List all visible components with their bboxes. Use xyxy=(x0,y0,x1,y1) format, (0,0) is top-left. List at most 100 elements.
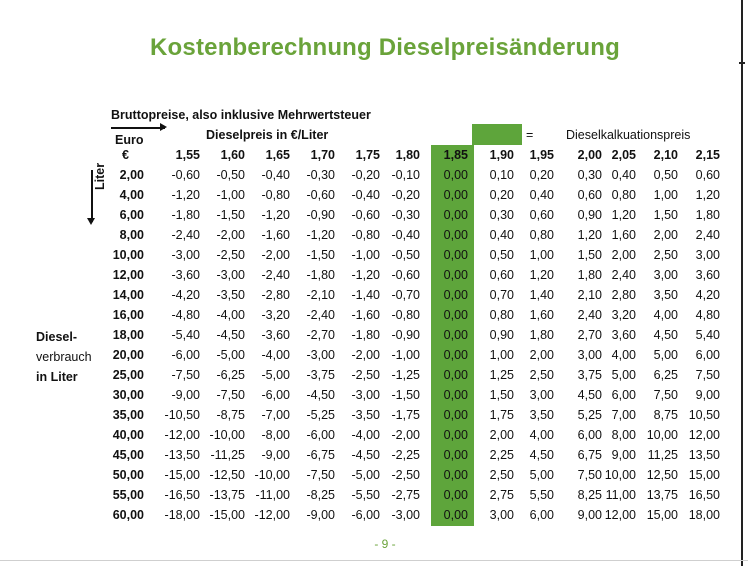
cost-cell: -12,50 xyxy=(209,468,245,482)
cost-cell: -9,00 xyxy=(261,448,291,462)
cost-cell: 1,80 xyxy=(577,268,602,282)
cost-cell: -15,00 xyxy=(209,508,245,522)
cost-cell: -0,90 xyxy=(391,328,421,342)
header-corner xyxy=(104,145,150,165)
cost-cell: -13,75 xyxy=(209,488,245,502)
cost-cell: -1,50 xyxy=(391,388,421,402)
cost-cell: -13,50 xyxy=(164,448,200,462)
cost-cell: -0,60 xyxy=(171,168,201,182)
cost-cell: -3,00 xyxy=(351,388,381,402)
cost-cell: -2,50 xyxy=(391,468,421,482)
liter-row-label: 20,00 xyxy=(112,348,144,362)
cost-cell: -8,75 xyxy=(216,408,246,422)
liter-row-label: 14,00 xyxy=(112,288,144,302)
table-row: 12,00 -3,60 -3,00 -2,40 -1,80 -1,20 -0,60 0,00 0… xyxy=(104,265,722,285)
liter-row-label: 50,00 xyxy=(112,468,144,482)
table-row: 40,00 -12,00 -10,00 -8,00 -6,00 -4,00 -2,00 0,0… xyxy=(104,425,722,445)
table-row: 2,00 -0,60 -0,50 -0,40 -0,30 -0,20 -0,10 0,00 0,… xyxy=(104,165,722,185)
cost-cell: -5,25 xyxy=(306,408,336,422)
cost-cell: 1,80 xyxy=(695,208,720,222)
cost-cell: 0,50 xyxy=(489,248,514,262)
liter-row-label: 18,00 xyxy=(112,328,144,342)
cost-cell: 6,00 xyxy=(577,428,602,442)
cost-cell: -4,00 xyxy=(351,428,381,442)
cost-cell: -2,50 xyxy=(216,248,246,262)
cost-cell: -1,60 xyxy=(351,308,381,322)
cost-cell: 5,00 xyxy=(653,348,678,362)
table-row: 50,00 -15,00 -12,50 -10,00 -7,50 -5,00 -2,50 0,… xyxy=(104,465,722,485)
cost-cell: -1,40 xyxy=(351,288,381,302)
cost-cell: 2,75 xyxy=(489,488,514,502)
cost-cell: -0,40 xyxy=(391,228,421,242)
legend-equals: = xyxy=(526,128,534,142)
cost-cell: 5,50 xyxy=(529,488,554,502)
legend-text: Dieselkalkuationspreis xyxy=(566,128,691,142)
cost-cell: -3,60 xyxy=(261,328,291,342)
cost-cell: 0,00 xyxy=(443,168,468,182)
cost-cell: 2,00 xyxy=(611,248,636,262)
cost-cell: 0,40 xyxy=(529,188,554,202)
cost-cell: 16,50 xyxy=(688,488,720,502)
cost-cell: 8,75 xyxy=(653,408,678,422)
cost-cell: -1,80 xyxy=(306,268,336,282)
cost-cell: 4,00 xyxy=(653,308,678,322)
table-row: 20,00 -6,00 -5,00 -4,00 -3,00 -2,00 -1,00 0,00 1… xyxy=(104,345,722,365)
cost-cell: -0,20 xyxy=(351,168,381,182)
cost-cell: 7,00 xyxy=(611,408,636,422)
liter-row-label: 60,00 xyxy=(112,508,144,522)
cost-cell: -3,60 xyxy=(171,268,201,282)
cost-cell: 3,00 xyxy=(653,268,678,282)
liter-row-label: 55,00 xyxy=(112,488,144,502)
cost-cell: -0,90 xyxy=(306,208,336,222)
cost-cell: -2,25 xyxy=(391,448,421,462)
cost-cell: -6,25 xyxy=(216,368,246,382)
cost-cell: 1,20 xyxy=(529,268,554,282)
liter-row-label: 4,00 xyxy=(119,188,144,202)
price-header-cell: 1,60 xyxy=(220,148,245,162)
cost-cell: -1,80 xyxy=(351,328,381,342)
cost-cell: -16,50 xyxy=(164,488,200,502)
price-header-cell: 1,55 xyxy=(175,148,200,162)
cost-cell: -4,50 xyxy=(306,388,336,402)
cost-cell: -3,00 xyxy=(171,248,201,262)
cost-cell: 3,60 xyxy=(611,328,636,342)
cost-cell: 0,90 xyxy=(489,328,514,342)
price-header-cell: 1,90 xyxy=(489,148,514,162)
cost-cell: 10,50 xyxy=(688,408,720,422)
cost-cell: 0,90 xyxy=(577,208,602,222)
cost-cell: 2,50 xyxy=(653,248,678,262)
cost-cell: -0,50 xyxy=(391,248,421,262)
cost-cell: -0,60 xyxy=(351,208,381,222)
cost-cell: 0,00 xyxy=(443,348,468,362)
cost-cell: 0,00 xyxy=(443,308,468,322)
cost-cell: -0,80 xyxy=(261,188,291,202)
cost-cell: -1,50 xyxy=(216,208,246,222)
cost-cell: 0,40 xyxy=(489,228,514,242)
cost-cell: 6,25 xyxy=(653,368,678,382)
arrow-down-icon xyxy=(88,170,94,225)
cost-table: 1,55 1,60 1,65 1,70 1,75 1,80 1,85 1,90 1,95 2,00… xyxy=(104,145,722,525)
cost-cell: 7,50 xyxy=(577,468,602,482)
cost-cell: -12,00 xyxy=(164,428,200,442)
cost-cell: 5,40 xyxy=(695,328,720,342)
cost-cell: -2,10 xyxy=(306,288,336,302)
cost-cell: -0,60 xyxy=(391,268,421,282)
cost-cell: -0,30 xyxy=(306,168,336,182)
cost-cell: 11,25 xyxy=(647,448,678,462)
cost-cell: -3,75 xyxy=(306,368,336,382)
liter-row-label: 8,00 xyxy=(119,228,144,242)
cost-cell: -6,00 xyxy=(261,388,291,402)
cost-cell: -6,75 xyxy=(306,448,336,462)
cost-cell: -0,80 xyxy=(391,308,421,322)
cost-cell: 4,50 xyxy=(529,448,554,462)
cost-cell: 18,00 xyxy=(688,508,720,522)
cost-cell: 0,00 xyxy=(443,388,468,402)
liter-row-label: 12,00 xyxy=(112,268,144,282)
cost-cell: -6,00 xyxy=(171,348,201,362)
cost-cell: -4,50 xyxy=(351,448,381,462)
cost-cell: 0,80 xyxy=(529,228,554,242)
cost-cell: 1,20 xyxy=(611,208,636,222)
table-row: 14,00 -4,20 -3,50 -2,80 -2,10 -1,40 -0,70 0,00 0… xyxy=(104,285,722,305)
cost-cell: 1,20 xyxy=(577,228,602,242)
cost-cell: -10,50 xyxy=(164,408,200,422)
